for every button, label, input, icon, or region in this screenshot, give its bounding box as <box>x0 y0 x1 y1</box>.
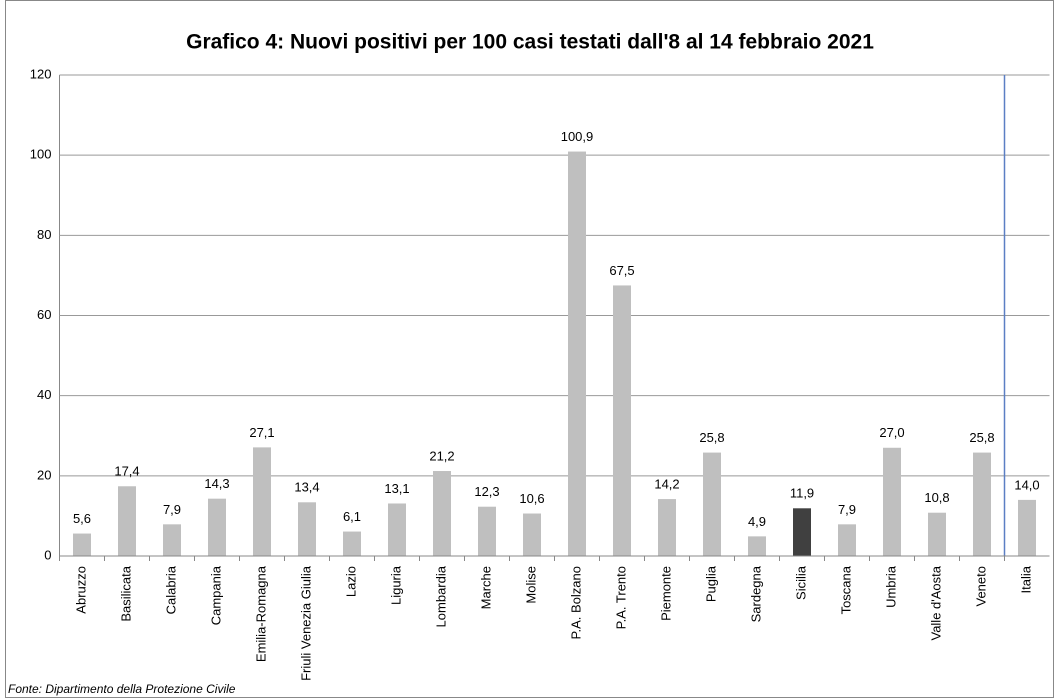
value-label: 6,1 <box>343 509 361 524</box>
bar <box>523 513 541 556</box>
value-label: 12,3 <box>474 484 499 499</box>
bar <box>478 506 496 556</box>
value-label: 13,1 <box>384 481 409 496</box>
y-tick-label: 40 <box>37 387 51 402</box>
value-label: 7,9 <box>163 502 181 517</box>
bar <box>253 447 271 556</box>
bar <box>793 508 811 556</box>
value-label: 10,8 <box>924 490 949 505</box>
bar <box>658 499 676 556</box>
y-tick-label: 120 <box>30 66 52 81</box>
x-tick-label: Calabria <box>163 565 178 614</box>
bar <box>208 498 226 556</box>
x-tick-label: Marche <box>478 566 493 609</box>
bar <box>748 536 766 556</box>
x-tick-label: Campania <box>208 565 223 625</box>
bar <box>703 452 721 556</box>
chart-frame <box>5 0 1054 698</box>
x-tick-label: Italia <box>1018 565 1033 593</box>
x-tick-label: P.A. Trento <box>613 566 628 629</box>
x-tick-label: Abruzzo <box>73 566 88 614</box>
x-tick-label: Veneto <box>973 566 988 607</box>
value-label: 27,1 <box>249 425 274 440</box>
x-tick-label: Piemonte <box>658 566 673 621</box>
value-label: 100,9 <box>561 129 594 144</box>
x-tick-label: Toscana <box>838 565 853 614</box>
x-tick-label: P.A. Bolzano <box>568 566 583 639</box>
x-tick-label: Sardegna <box>748 565 763 622</box>
bar <box>433 471 451 556</box>
value-label: 7,9 <box>838 502 856 517</box>
y-tick-label: 80 <box>37 227 51 242</box>
value-label: 67,5 <box>609 263 634 278</box>
value-label: 4,9 <box>748 514 766 529</box>
bar <box>163 524 181 556</box>
bar <box>343 531 361 556</box>
bar <box>613 285 631 556</box>
bar <box>883 447 901 556</box>
y-tick-label: 60 <box>37 307 51 322</box>
x-tick-label: Basilicata <box>118 565 133 621</box>
value-label: 25,8 <box>969 430 994 445</box>
source-note: Fonte: Dipartimento della Protezione Civ… <box>8 682 236 696</box>
value-label: 11,9 <box>790 486 814 501</box>
value-label: 10,6 <box>519 491 544 506</box>
bar <box>973 452 991 556</box>
x-tick-label: Emilia-Romagna <box>253 565 268 662</box>
x-tick-label: Sicilia <box>793 565 808 600</box>
y-tick-label: 0 <box>44 547 51 562</box>
value-label: 25,8 <box>699 430 724 445</box>
bar <box>73 533 91 556</box>
x-tick-label: Umbria <box>883 565 898 608</box>
bar <box>118 486 136 556</box>
value-label: 17,4 <box>114 464 139 479</box>
value-label: 14,0 <box>1014 477 1039 492</box>
bar <box>388 503 406 556</box>
bar <box>568 151 586 556</box>
x-tick-label: Puglia <box>703 565 718 602</box>
value-label: 14,2 <box>654 477 679 492</box>
x-tick-label: Liguria <box>388 565 403 605</box>
value-label: 13,4 <box>294 480 319 495</box>
bar <box>928 512 946 556</box>
value-label: 27,0 <box>879 425 904 440</box>
value-label: 21,2 <box>429 448 454 463</box>
x-tick-label: Valle d'Aosta <box>928 565 943 640</box>
bar <box>838 524 856 556</box>
x-tick-label: Lombardia <box>433 565 448 627</box>
x-tick-label: Lazio <box>343 566 358 597</box>
value-label: 5,6 <box>73 511 91 526</box>
bar <box>1018 499 1036 556</box>
chart-title: Grafico 4: Nuovi positivi per 100 casi t… <box>186 31 874 54</box>
y-tick-label: 100 <box>30 147 52 162</box>
y-tick-label: 20 <box>37 467 51 482</box>
value-label: 14,3 <box>204 476 229 491</box>
x-tick-label: Molise <box>523 566 538 604</box>
bar <box>298 502 316 556</box>
x-tick-label: Friuli Venezia Giulia <box>298 565 313 681</box>
